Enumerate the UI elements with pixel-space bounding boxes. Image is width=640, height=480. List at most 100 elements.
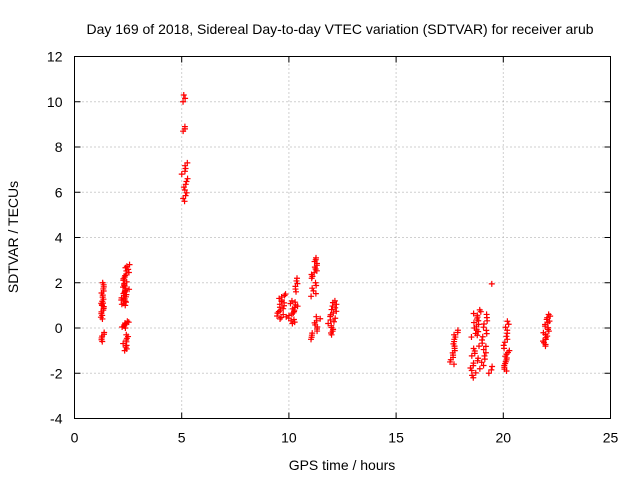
data-point xyxy=(485,370,492,377)
data-point xyxy=(488,280,495,287)
data-point xyxy=(101,329,108,336)
data-point xyxy=(290,316,297,323)
data-point xyxy=(294,280,301,287)
data-point xyxy=(121,282,128,289)
data-point xyxy=(180,91,187,98)
data-point xyxy=(470,310,477,317)
data-point xyxy=(181,123,188,130)
data-point xyxy=(291,319,298,326)
data-point xyxy=(454,327,461,334)
data-point xyxy=(126,261,133,268)
data-point xyxy=(476,306,483,313)
data-point xyxy=(123,299,130,306)
y-tick-labels: -4 -2 0 2 4 6 8 10 12 xyxy=(47,49,63,427)
data-point xyxy=(480,346,487,353)
data-point xyxy=(333,308,340,315)
x-tick-labels: 0 5 10 15 20 25 xyxy=(71,430,619,446)
data-point xyxy=(488,366,495,373)
data-point xyxy=(274,310,281,317)
data-point xyxy=(283,313,290,320)
x-tick-label: 5 xyxy=(178,430,186,446)
x-tick-label: 20 xyxy=(496,430,512,446)
y-tick-label: 8 xyxy=(55,139,63,155)
data-point xyxy=(182,95,189,102)
data-point xyxy=(478,359,485,366)
data-point xyxy=(290,309,297,316)
data-point xyxy=(282,291,289,298)
data-point xyxy=(181,168,188,175)
data-point xyxy=(277,315,284,322)
data-point xyxy=(312,279,319,286)
y-tick-label: -4 xyxy=(50,411,63,427)
data-point xyxy=(126,286,133,293)
data-point xyxy=(184,175,191,182)
data-point xyxy=(181,198,188,205)
data-point xyxy=(280,311,287,318)
y-tick-label: 0 xyxy=(55,320,63,336)
data-point xyxy=(480,362,487,369)
data-point xyxy=(450,361,457,368)
data-point xyxy=(285,312,292,319)
data-point xyxy=(506,347,513,354)
y-tick-label: -2 xyxy=(50,365,63,381)
data-point xyxy=(482,343,489,350)
data-point xyxy=(124,318,131,325)
data-point xyxy=(451,331,458,338)
data-point xyxy=(470,319,477,326)
data-point xyxy=(545,311,552,318)
data-point xyxy=(475,355,482,362)
x-tick-label: 0 xyxy=(71,430,79,446)
y-tick-label: 6 xyxy=(55,184,63,200)
data-point xyxy=(540,329,547,336)
data-point xyxy=(503,333,510,340)
data-point xyxy=(121,283,128,290)
data-point xyxy=(313,282,320,289)
data-point xyxy=(178,171,185,178)
data-point xyxy=(181,186,188,193)
data-points xyxy=(97,91,554,381)
data-point xyxy=(100,300,107,307)
data-point xyxy=(331,297,338,304)
data-point xyxy=(125,319,132,326)
data-point xyxy=(483,327,490,334)
data-point xyxy=(183,178,190,185)
data-point xyxy=(325,320,332,327)
data-point xyxy=(504,327,511,334)
data-point xyxy=(120,340,127,347)
y-tick-label: 4 xyxy=(55,230,63,246)
data-point xyxy=(332,315,339,322)
x-tick-label: 10 xyxy=(281,430,297,446)
data-point xyxy=(476,365,483,372)
data-point xyxy=(180,98,187,105)
data-point xyxy=(123,278,130,285)
data-point xyxy=(474,312,481,319)
plot-frame xyxy=(74,56,611,419)
data-point xyxy=(328,306,335,313)
data-point xyxy=(479,333,486,340)
x-axis-label: GPS time / hours xyxy=(289,457,396,473)
data-point xyxy=(317,315,324,322)
data-point xyxy=(99,279,106,286)
data-point xyxy=(313,313,320,320)
data-point xyxy=(478,336,485,343)
data-point xyxy=(288,297,295,304)
data-point xyxy=(333,301,340,308)
data-point xyxy=(308,293,315,300)
data-point xyxy=(280,305,287,312)
data-point xyxy=(504,336,511,343)
data-point xyxy=(468,334,475,341)
data-point xyxy=(313,254,320,261)
data-point xyxy=(483,311,490,318)
y-tick-label: 12 xyxy=(47,49,63,65)
data-point xyxy=(330,318,337,325)
data-point xyxy=(501,339,508,346)
data-point xyxy=(472,369,479,376)
data-point xyxy=(505,321,512,328)
data-point xyxy=(481,352,488,359)
data-point xyxy=(292,299,299,306)
chart-title: Day 169 of 2018, Sidereal Day-to-day VTE… xyxy=(86,21,593,37)
data-point xyxy=(309,330,316,337)
y-tick-label: 10 xyxy=(47,94,63,110)
data-point xyxy=(480,321,487,328)
